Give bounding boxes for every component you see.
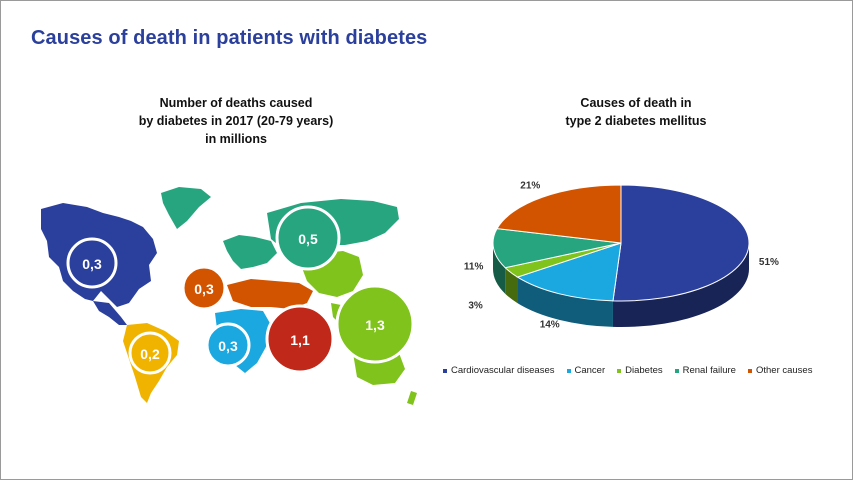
legend-item-renal-failure: Renal failure (674, 365, 736, 376)
map-region-greenland (161, 187, 211, 229)
bubble-label-south-america: 0,2 (140, 346, 160, 362)
pie-slice-other-causes (496, 184, 622, 244)
pie-slice-cancer (516, 242, 622, 302)
pie-label-other-causes: 21% (520, 181, 540, 192)
pie-title-line: type 2 diabetes mellitus (565, 114, 707, 128)
bubble-label-mena: 0,3 (194, 281, 214, 297)
legend-swatch-cardiovascular (443, 368, 447, 373)
bubble-label-north-america: 0,3 (82, 256, 102, 272)
pie-sides (493, 243, 749, 327)
pie-label-renal-failure: 11% (464, 262, 484, 273)
legend-item-diabetes: Diabetes (617, 365, 663, 376)
pie-side-cancer (517, 277, 613, 327)
legend-swatch-other-causes (747, 368, 752, 373)
map-region-europe (223, 235, 277, 269)
pie-label-cardiovascular-diseases: 51% (759, 257, 779, 268)
map-region-new-zealand (407, 391, 417, 405)
bubble-label-western-pacific: 1,3 (365, 317, 385, 333)
legend-label-renal-failure: Renal failure (682, 365, 736, 376)
legend-item-other-causes: Other causes (747, 365, 813, 376)
pie-slice-renal-failure (492, 228, 622, 269)
pie-side-diabetes (505, 267, 518, 304)
pie-label-diabetes: 3% (468, 300, 483, 311)
legend-swatch-renal-failure (674, 368, 679, 373)
pie-tops (492, 184, 750, 302)
world-map: 0,3 0,2 0,3 0,3 0,5 1,1 (41, 187, 417, 405)
legend-item-cardiovascular: Cardiovascular diseases (443, 365, 555, 376)
map-title-line: in millions (205, 132, 267, 146)
map-title-line: Number of deaths caused (159, 96, 313, 110)
legend-label-cancer: Cancer (574, 365, 606, 376)
map-chart-title: Number of deaths caused by diabetes in 2… (121, 94, 351, 148)
bubble-africa: 0,3 (205, 322, 251, 368)
bubble-circle-north-america (66, 237, 118, 289)
pie-chart-title: Causes of death in type 2 diabetes melli… (521, 94, 751, 130)
bubble-circle-mena (181, 265, 227, 311)
page-title: Causes of death in patients with diabete… (31, 27, 428, 49)
map-title-line: by diabetes in 2017 (20-79 years) (138, 114, 334, 128)
pie-chart: 51% 14% 3% 11% 21% (464, 181, 779, 331)
bubble-circle-western-pacific (335, 284, 415, 364)
bubble-western-pacific: 1,3 (335, 284, 415, 364)
bubble-north-america: 0,3 (66, 237, 118, 289)
bubble-mena: 0,3 (181, 265, 227, 311)
bubble-label-europe: 0,5 (298, 231, 318, 247)
legend-label-diabetes: Diabetes (625, 365, 663, 376)
legend-label-other-causes: Other causes (755, 365, 813, 376)
legend-item-cancer: Cancer (566, 365, 606, 376)
pie-labels: 51% 14% 3% 11% 21% (464, 181, 779, 331)
map-region-central-america (93, 301, 127, 325)
bubble-circle-africa (205, 322, 251, 368)
bubble-circle-europe (275, 205, 341, 271)
legend-label-cardiovascular: Cardiovascular diseases (451, 365, 555, 376)
pie-label-cancer: 14% (540, 319, 560, 330)
pie-slice-cardiovascular-diseases (612, 184, 750, 302)
bubble-europe: 0,5 (275, 205, 341, 271)
pie-side-cardiovascular-diseases (612, 243, 749, 327)
map-region-mena (227, 279, 313, 309)
legend-swatch-diabetes (617, 368, 622, 373)
bubble-south-america: 0,2 (128, 331, 172, 375)
pie-legend: Cardiovascular diseases Cancer Diabetes … (443, 365, 812, 376)
bubble-label-south-east-asia: 1,1 (290, 332, 310, 348)
pie-title-line: Causes of death in (580, 96, 692, 110)
map-bubbles: 0,3 0,2 0,3 0,3 0,5 1,1 (66, 205, 415, 375)
bubble-circle-south-america (128, 331, 172, 375)
bubble-label-africa: 0,3 (218, 338, 238, 354)
legend-swatch-cancer (566, 368, 571, 373)
bubble-south-east-asia: 1,1 (265, 304, 335, 374)
bubble-circle-south-east-asia (265, 304, 335, 374)
